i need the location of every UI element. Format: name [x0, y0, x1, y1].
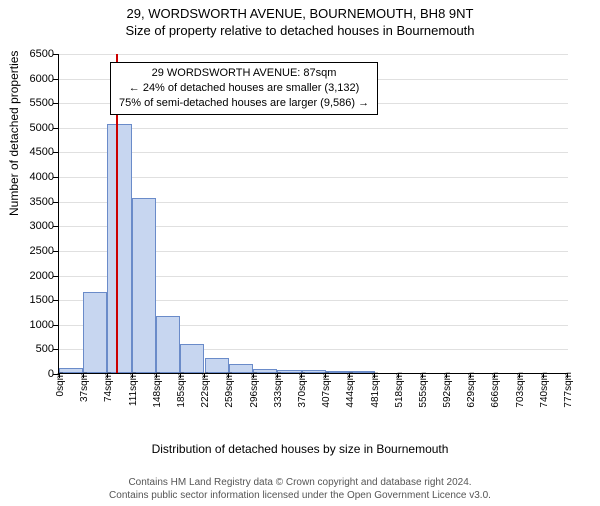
x-tick-label: 185sqm	[176, 372, 187, 408]
y-tick-label: 2500	[30, 245, 54, 257]
x-tick-label: 148sqm	[152, 372, 163, 408]
page-title-2: Size of property relative to detached ho…	[0, 23, 600, 38]
y-tick-label: 4500	[30, 146, 54, 158]
x-tick-label: 481sqm	[370, 372, 381, 408]
y-tick-label: 5000	[30, 122, 54, 134]
x-tick-label: 629sqm	[466, 372, 477, 408]
y-tick-label: 5500	[30, 97, 54, 109]
x-tick-label: 74sqm	[103, 372, 114, 402]
footer-line: Contains HM Land Registry data © Crown c…	[0, 476, 600, 489]
histogram-bar	[107, 124, 131, 373]
x-tick-label: 703sqm	[515, 372, 526, 408]
histogram-bar	[205, 358, 229, 373]
x-tick-label: 740sqm	[539, 372, 550, 408]
annotation-box: 29 WORDSWORTH AVENUE: 87sqm ← 24% of det…	[110, 62, 378, 115]
histogram-bar	[156, 316, 180, 373]
y-tick-label: 4000	[30, 171, 54, 183]
annotation-line: ← 24% of detached houses are smaller (3,…	[119, 81, 369, 96]
y-axis-label: Number of detached properties	[7, 51, 21, 216]
x-tick-label: 37sqm	[79, 372, 90, 402]
x-tick-label: 259sqm	[224, 372, 235, 408]
y-tick-label: 1000	[30, 319, 54, 331]
x-tick-label: 407sqm	[321, 372, 332, 408]
gridline	[59, 152, 568, 153]
y-tick-label: 2000	[30, 270, 54, 282]
y-tick-label: 1500	[30, 294, 54, 306]
gridline	[59, 54, 568, 55]
x-tick-label: 777sqm	[563, 372, 574, 408]
y-tick-label: 0	[48, 368, 54, 380]
x-tick-label: 222sqm	[200, 372, 211, 408]
histogram-bar	[180, 344, 204, 373]
x-tick-label: 333sqm	[273, 372, 284, 408]
x-tick-label: 111sqm	[128, 372, 139, 406]
histogram-bar	[83, 292, 107, 373]
annotation-line: 75% of semi-detached houses are larger (…	[119, 96, 369, 111]
gridline	[59, 128, 568, 129]
gridline	[59, 177, 568, 178]
y-tick-label: 6500	[30, 48, 54, 60]
x-tick-label: 666sqm	[490, 372, 501, 408]
footer-line: Contains public sector information licen…	[0, 489, 600, 502]
x-tick-label: 555sqm	[418, 372, 429, 408]
x-tick-label: 444sqm	[345, 372, 356, 408]
x-tick-label: 370sqm	[297, 372, 308, 408]
histogram-bar	[132, 198, 156, 373]
y-tick-label: 3500	[30, 196, 54, 208]
x-axis-label: Distribution of detached houses by size …	[0, 442, 600, 456]
y-tick-label: 500	[36, 343, 54, 355]
page-title-1: 29, WORDSWORTH AVENUE, BOURNEMOUTH, BH8 …	[0, 6, 600, 21]
x-tick-label: 296sqm	[249, 372, 260, 408]
y-tick-label: 6000	[30, 73, 54, 85]
x-tick-label: 0sqm	[55, 372, 66, 396]
x-tick-label: 518sqm	[394, 372, 405, 408]
footer: Contains HM Land Registry data © Crown c…	[0, 476, 600, 502]
annotation-line: 29 WORDSWORTH AVENUE: 87sqm	[119, 66, 369, 81]
x-tick-label: 592sqm	[442, 372, 453, 408]
y-tick-label: 3000	[30, 220, 54, 232]
